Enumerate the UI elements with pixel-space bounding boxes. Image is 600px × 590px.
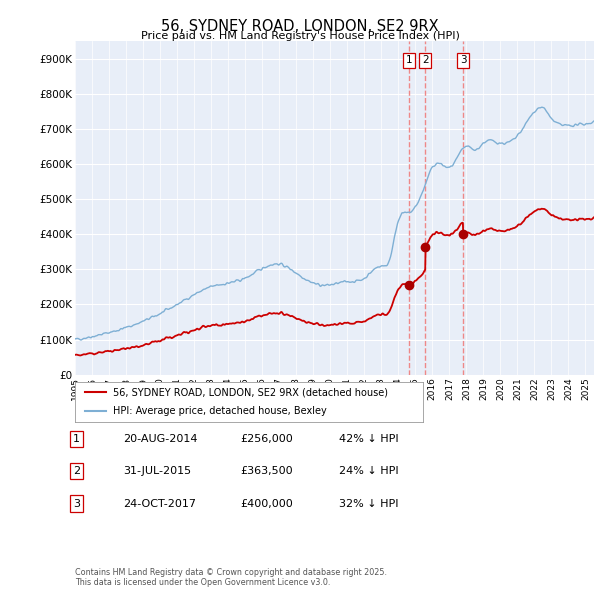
Text: £363,500: £363,500 [240, 466, 293, 476]
Text: 20-AUG-2014: 20-AUG-2014 [123, 434, 197, 444]
Text: 2: 2 [422, 55, 428, 65]
Text: 31-JUL-2015: 31-JUL-2015 [123, 466, 191, 476]
Text: 3: 3 [460, 55, 466, 65]
Text: Price paid vs. HM Land Registry's House Price Index (HPI): Price paid vs. HM Land Registry's House … [140, 31, 460, 41]
Text: Contains HM Land Registry data © Crown copyright and database right 2025.
This d: Contains HM Land Registry data © Crown c… [75, 568, 387, 587]
Text: HPI: Average price, detached house, Bexley: HPI: Average price, detached house, Bexl… [113, 407, 327, 417]
Text: 1: 1 [406, 55, 413, 65]
Text: 56, SYDNEY ROAD, LONDON, SE2 9RX (detached house): 56, SYDNEY ROAD, LONDON, SE2 9RX (detach… [113, 387, 388, 397]
Text: £400,000: £400,000 [240, 499, 293, 509]
Text: 2: 2 [73, 466, 80, 476]
Text: 32% ↓ HPI: 32% ↓ HPI [339, 499, 398, 509]
Text: 1: 1 [73, 434, 80, 444]
Text: £256,000: £256,000 [240, 434, 293, 444]
Text: 24-OCT-2017: 24-OCT-2017 [123, 499, 196, 509]
Text: 56, SYDNEY ROAD, LONDON, SE2 9RX: 56, SYDNEY ROAD, LONDON, SE2 9RX [161, 19, 439, 34]
Text: 24% ↓ HPI: 24% ↓ HPI [339, 466, 398, 476]
Text: 42% ↓ HPI: 42% ↓ HPI [339, 434, 398, 444]
Text: 3: 3 [73, 499, 80, 509]
